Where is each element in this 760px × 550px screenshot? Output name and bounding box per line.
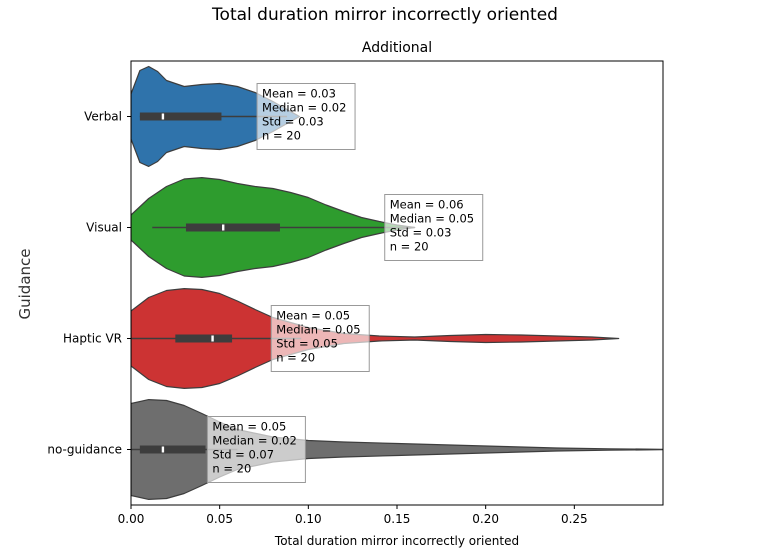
stats-line: Median = 0.02 bbox=[212, 434, 296, 448]
stats-line: Std = 0.03 bbox=[390, 226, 452, 240]
stats-line: n = 20 bbox=[276, 351, 315, 365]
iqr-box bbox=[140, 446, 206, 454]
stats-line: n = 20 bbox=[390, 240, 429, 254]
median-marker bbox=[211, 336, 213, 342]
y-axis: Verbal Visual Haptic VR no-guidance bbox=[47, 110, 131, 457]
stats-line: Mean = 0.06 bbox=[390, 198, 464, 212]
stats-line: Mean = 0.03 bbox=[262, 87, 336, 101]
stats-line: n = 20 bbox=[212, 462, 251, 476]
median-marker bbox=[162, 447, 164, 453]
x-tick-label: 0.25 bbox=[561, 512, 588, 526]
y-tick-label: Visual bbox=[86, 221, 122, 235]
x-axis-label: Total duration mirror incorrectly orient… bbox=[274, 534, 519, 548]
y-tick-label: Verbal bbox=[84, 110, 122, 124]
chart-title: Total duration mirror incorrectly orient… bbox=[211, 5, 558, 25]
stats-line: Median = 0.05 bbox=[390, 212, 474, 226]
stats-line: Std = 0.03 bbox=[262, 115, 324, 129]
stats-line: Std = 0.05 bbox=[276, 337, 338, 351]
median-marker bbox=[222, 225, 224, 231]
median-marker bbox=[162, 114, 164, 120]
x-axis: 0.00 0.05 0.10 0.15 0.20 0.25 bbox=[118, 505, 588, 526]
stats-line: Std = 0.07 bbox=[212, 448, 274, 462]
y-axis-label: Guidance bbox=[16, 249, 34, 320]
y-tick-label: Haptic VR bbox=[63, 332, 122, 346]
stats-line: Mean = 0.05 bbox=[212, 420, 286, 434]
stats-line: n = 20 bbox=[262, 129, 301, 143]
iqr-box bbox=[140, 113, 222, 121]
y-tick-label: no-guidance bbox=[47, 443, 122, 457]
x-tick-label: 0.05 bbox=[206, 512, 233, 526]
iqr-box bbox=[186, 224, 280, 232]
x-tick-label: 0.00 bbox=[118, 512, 145, 526]
x-tick-label: 0.20 bbox=[472, 512, 499, 526]
chart-subtitle: Additional bbox=[362, 40, 432, 56]
x-tick-label: 0.10 bbox=[295, 512, 322, 526]
stats-line: Mean = 0.05 bbox=[276, 309, 350, 323]
iqr-box bbox=[175, 335, 232, 343]
stats-line: Median = 0.02 bbox=[262, 101, 346, 115]
stats-line: Median = 0.05 bbox=[276, 323, 360, 337]
x-tick-label: 0.15 bbox=[384, 512, 411, 526]
